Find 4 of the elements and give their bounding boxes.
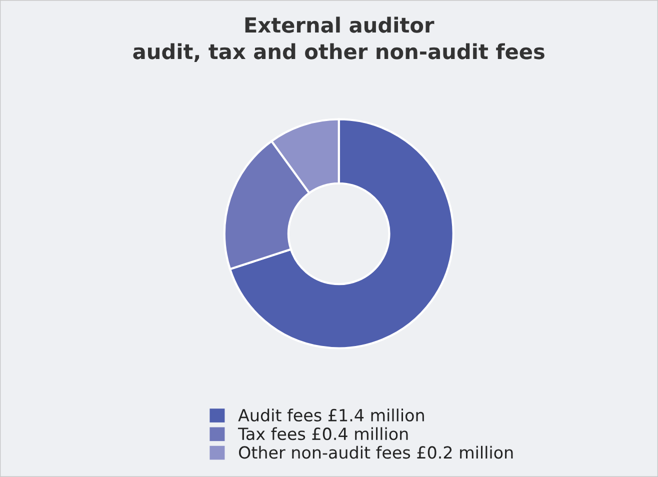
legend-label: Tax fees £0.4 million [238, 427, 408, 440]
legend-label: Other non-audit fees £0.2 million [238, 446, 513, 459]
chart-title: External auditor audit, tax and other non-audit fees [133, 16, 544, 62]
legend-label: Audit fees £1.4 million [238, 408, 424, 422]
